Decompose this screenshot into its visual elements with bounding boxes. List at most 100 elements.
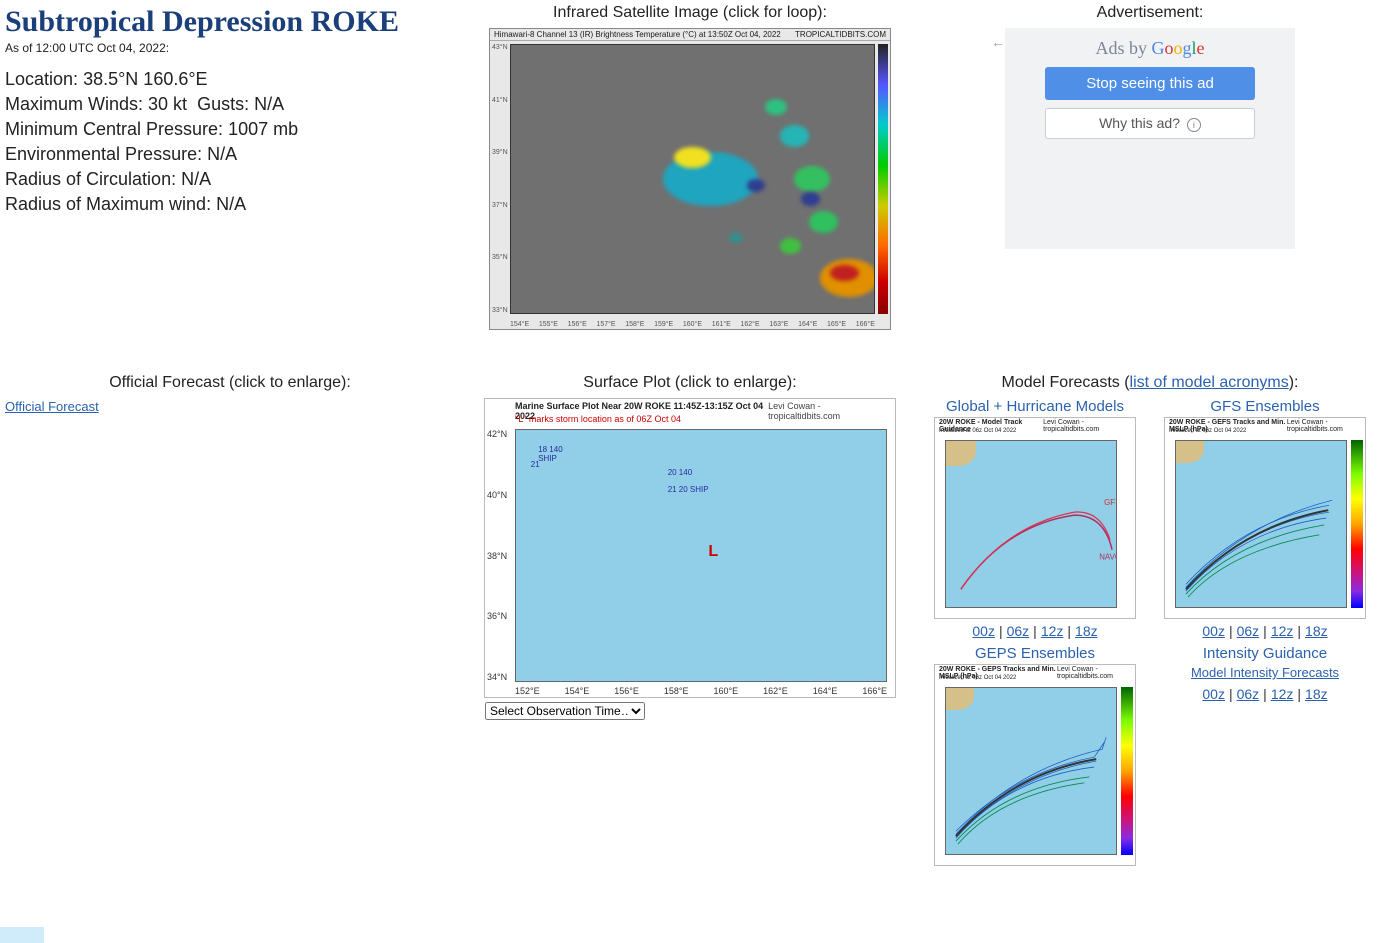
geps-tracks-svg — [946, 688, 1116, 854]
satellite-image[interactable]: Himawari-8 Channel 13 (IR) Brightness Te… — [489, 28, 891, 330]
surface-note: "L" marks storm location as of 06Z Oct 0… — [515, 414, 681, 424]
global-hurricane-panel: Global + Hurricane Models 20W ROKE - Mod… — [925, 398, 1145, 639]
location-line: Location: 38.5°N 160.6°E — [5, 69, 455, 90]
gh-run-links: 00z|06z|12z|18z — [925, 623, 1145, 639]
gfs-run-links: 00z|06z|12z|18z — [1155, 623, 1375, 639]
gusts-value: N/A — [254, 94, 284, 114]
storm-title: Subtropical Depression ROKE — [5, 5, 455, 39]
geps-img-credit: Levi Cowan - tropicaltidbits.com — [1057, 666, 1131, 680]
surface-plot-column: Surface Plot (click to enlarge): Marine … — [465, 370, 915, 866]
model-acronyms-link[interactable]: list of model acronyms — [1130, 374, 1289, 391]
gh-plot-area: GFS NAVGEM — [945, 440, 1117, 608]
run-link-12z[interactable]: 12z — [1271, 686, 1294, 702]
run-link-separator: | — [1229, 623, 1233, 639]
satellite-heading: Infrared Satellite Image (click for loop… — [465, 4, 915, 22]
run-link-06z[interactable]: 06z — [1007, 623, 1030, 639]
run-link-18z[interactable]: 18z — [1075, 623, 1098, 639]
global-hurricane-image[interactable]: 20W ROKE - Model Track Guidance Levi Cow… — [934, 417, 1136, 619]
svg-text:GFS: GFS — [1104, 498, 1116, 507]
run-link-separator: | — [1263, 686, 1267, 702]
official-forecast-heading: Official Forecast (click to enlarge): — [5, 374, 455, 392]
run-link-06z[interactable]: 06z — [1237, 623, 1260, 639]
mcp-label: Minimum Central Pressure: — [5, 119, 223, 139]
gh-tracks-svg: GFS NAVGEM — [946, 441, 1116, 607]
surface-yticks: 42°N40°N38°N36°N34°N — [487, 429, 507, 682]
surface-plot-area: L 18 140SHIP2120 14021 20 SHIP — [515, 429, 887, 682]
storm-info-column: Subtropical Depression ROKE As of 12:00 … — [5, 0, 455, 330]
gfs-plot-area — [1175, 440, 1347, 608]
ad-back-arrow-icon[interactable]: ← — [991, 34, 1005, 50]
gfs-colorbar — [1351, 440, 1363, 608]
run-link-separator: | — [1067, 623, 1071, 639]
gfs-ensembles-title: GFS Ensembles — [1155, 398, 1375, 415]
roc-line: Radius of Circulation: N/A — [5, 169, 455, 190]
geps-ensembles-image[interactable]: 20W ROKE - GEPS Tracks and Min. MSLP (hP… — [934, 664, 1136, 866]
geps-img-sub: Initialized at 06z Oct 04 2022 — [939, 675, 1016, 681]
as-of-timestamp: As of 12:00 UTC Oct 04, 2022: — [5, 41, 455, 55]
gusts-label: Gusts: — [197, 94, 249, 114]
max-winds-line: Maximum Winds: 30 kt Gusts: N/A — [5, 94, 455, 115]
location-value: 38.5°N 160.6°E — [83, 69, 207, 89]
surface-xticks: 152°E154°E156°E158°E160°E162°E164°E166°E — [515, 686, 887, 696]
stop-seeing-ad-button[interactable]: Stop seeing this ad — [1045, 67, 1255, 100]
mcp-line: Minimum Central Pressure: 1007 mb — [5, 119, 455, 140]
run-link-18z[interactable]: 18z — [1305, 623, 1328, 639]
mcp-value: 1007 mb — [228, 119, 298, 139]
storm-center-marker: L — [708, 543, 718, 561]
info-icon: i — [1187, 118, 1201, 132]
rmw-line: Radius of Maximum wind: N/A — [5, 194, 455, 215]
env-pressure-line: Environmental Pressure: N/A — [5, 144, 455, 165]
satellite-title-text: Himawari-8 Channel 13 (IR) Brightness Te… — [494, 30, 781, 39]
satellite-yticks: 43°N41°N39°N37°N35°N33°N — [492, 44, 508, 314]
satellite-titlebar: Himawari-8 Channel 13 (IR) Brightness Te… — [490, 29, 890, 41]
satellite-credit: TROPICALTIDBITS.COM — [795, 30, 886, 39]
model-heading-prefix: Model Forecasts ( — [1002, 374, 1130, 391]
model-forecasts-heading: Model Forecasts (list of model acronyms)… — [925, 374, 1375, 392]
geps-plot-area — [945, 687, 1117, 855]
run-link-separator: | — [999, 623, 1003, 639]
advertisement-column: Advertisement: ← Ads by Google Stop seei… — [925, 0, 1375, 330]
gfs-ensembles-image[interactable]: 20W ROKE - GEFS Tracks and Min. MSLP (hP… — [1164, 417, 1366, 619]
gfs-tracks-svg — [1176, 441, 1346, 607]
satellite-colorbar — [878, 44, 888, 314]
model-forecasts-column: Model Forecasts (list of model acronyms)… — [925, 370, 1375, 866]
observation-time-select[interactable]: Select Observation Time… — [485, 702, 645, 720]
run-link-00z[interactable]: 00z — [1202, 686, 1225, 702]
run-link-12z[interactable]: 12z — [1271, 623, 1294, 639]
intensity-forecasts-link[interactable]: Model Intensity Forecasts — [1191, 665, 1339, 680]
run-link-separator: | — [1297, 623, 1301, 639]
corner-overlay — [0, 927, 44, 943]
rmw-label: Radius of Maximum wind: — [5, 194, 211, 214]
env-value: N/A — [207, 144, 237, 164]
official-forecast-link[interactable]: Official Forecast — [5, 399, 99, 414]
svg-text:NAVGEM: NAVGEM — [1099, 553, 1116, 562]
rmw-value: N/A — [216, 194, 246, 214]
surface-plot-image[interactable]: Marine Surface Plot Near 20W ROKE 11:45Z… — [484, 398, 896, 698]
geps-ensembles-panel: GEPS Ensembles 20W ROKE - GEPS Tracks an… — [925, 645, 1145, 866]
why-this-ad-button[interactable]: Why this ad? i — [1045, 108, 1255, 139]
run-link-12z[interactable]: 12z — [1041, 623, 1064, 639]
max-winds-label: Maximum Winds: — [5, 94, 143, 114]
intensity-guidance-panel: Intensity Guidance Model Intensity Forec… — [1155, 645, 1375, 866]
roc-value: N/A — [181, 169, 211, 189]
official-forecast-column: Official Forecast (click to enlarge): Of… — [5, 370, 455, 866]
intensity-run-links: 00z|06z|12z|18z — [1155, 686, 1375, 702]
run-link-separator: | — [1263, 623, 1267, 639]
run-link-00z[interactable]: 00z — [1202, 623, 1225, 639]
satellite-column: Infrared Satellite Image (click for loop… — [465, 0, 915, 330]
run-link-separator: | — [1297, 686, 1301, 702]
run-link-18z[interactable]: 18z — [1305, 686, 1328, 702]
location-label: Location: — [5, 69, 78, 89]
why-this-ad-label: Why this ad? — [1099, 115, 1180, 131]
ads-by-google-label: Ads by Google — [1005, 38, 1295, 59]
gfs-img-credit: Levi Cowan - tropicaltidbits.com — [1287, 419, 1361, 433]
run-link-00z[interactable]: 00z — [972, 623, 995, 639]
intensity-guidance-title: Intensity Guidance — [1155, 645, 1375, 662]
run-link-06z[interactable]: 06z — [1237, 686, 1260, 702]
ad-panel: ← Ads by Google Stop seeing this ad Why … — [1005, 28, 1295, 249]
gfs-img-sub: Initialized at 06z Oct 04 2022 — [1169, 428, 1246, 434]
gh-img-credit: Levi Cowan - tropicaltidbits.com — [1043, 419, 1131, 433]
run-link-separator: | — [1229, 686, 1233, 702]
geps-colorbar — [1121, 687, 1133, 855]
gfs-ensembles-panel: GFS Ensembles 20W ROKE - GEFS Tracks and… — [1155, 398, 1375, 639]
